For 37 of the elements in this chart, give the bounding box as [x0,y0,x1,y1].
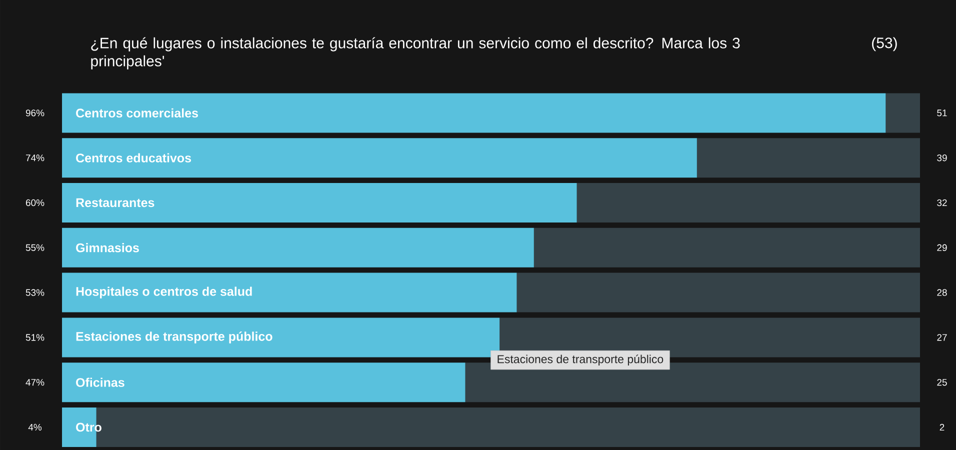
data-label: 55% [26,244,44,251]
text: 51 [937,110,947,116]
y-tick-label: Oficinas [76,378,124,387]
data-label: 53% [26,289,44,296]
y-tick-label: Hospitales o centros de salud [76,286,252,298]
bar [62,93,886,133]
text: 39 [937,154,947,162]
data-label: 47% [26,379,44,386]
bar [534,228,920,268]
data-label: 4% [28,424,42,431]
bar [886,93,920,133]
bar [62,362,466,402]
bar [62,138,697,178]
chart-title: ¿En qué lugares o instalaciones te gustaría encontrar un servicio como el descrito? Marca los 3 principales' [91,37,740,70]
y-tick-label: Centros educativos [76,153,192,162]
text: 2 [940,424,944,431]
y-tick-label: Centros comerciales [76,108,198,118]
text: 32 [937,199,947,206]
data-label: 51% [26,334,44,341]
data-label: 74% [26,154,44,162]
text: 28 [937,289,947,296]
y-tick-label: Estaciones de transporte público [76,332,272,344]
text: 27 [937,334,947,341]
data-label: 60% [26,199,44,206]
text: 25 [937,378,947,386]
bar [62,228,534,268]
text: (53) [872,37,897,52]
bar [62,272,517,312]
annotation: Estaciones de transporte público [498,354,664,366]
y-tick-label: Restaurantes [76,198,154,208]
bar [62,182,577,223]
bar [696,138,920,178]
y-tick-label: Gimnasios [76,243,139,252]
bar [516,272,920,312]
bar [576,182,920,223]
text: 29 [937,244,947,252]
data-label: 96% [26,110,44,116]
